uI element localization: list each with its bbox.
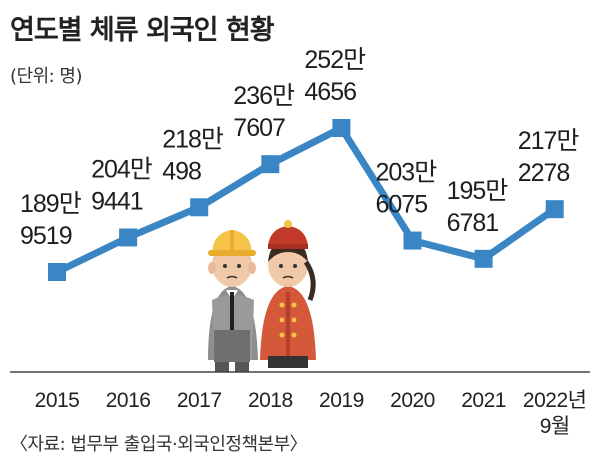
data-label: 6781 [447,209,499,237]
data-label: 4656 [304,78,356,106]
data-label: 217만 [518,127,580,155]
data-label: 9519 [20,222,72,250]
chart-title: 연도별 체류 외국인 현황 [10,15,275,46]
x-tick-label: 2015 [35,389,80,412]
data-label: 6075 [376,191,428,219]
data-label: 195만 [447,177,509,205]
data-point-marker [474,249,493,268]
data-label: 498 [162,157,201,185]
x-tick-label: 9월 [540,415,570,438]
data-label: 2278 [518,159,570,187]
data-label: 7607 [233,114,285,142]
data-point-marker [119,228,138,247]
data-label: 252만 [304,46,366,74]
data-label: 9441 [91,187,143,215]
data-label: 203만 [376,159,438,187]
x-tick-label: 2019 [319,389,364,412]
illustration [208,220,316,372]
data-point-marker [403,231,422,250]
x-tick-label: 2018 [248,389,293,412]
data-point-marker [261,155,280,174]
data-label: 218만 [162,125,224,153]
data-label: 204만 [91,155,153,183]
cook-figure-icon [260,220,316,368]
data-point-marker [190,198,209,217]
data-label: 236만 [233,82,295,110]
worker-figure-icon [208,230,258,372]
data-point-marker [332,119,351,137]
data-point-marker [545,200,564,219]
marker-layer [48,119,564,281]
tick-label-layer: 2015 2016 2017 2018 2019 2020 2021 2022년 9월 [35,389,587,438]
source-note: 〈자료: 법무부 출입국·외국인정책본부〉 [10,434,308,455]
x-tick-label: 2016 [106,389,151,412]
data-label-layer: 189만 9519 204만 9441 218만 498 236만 7607 252만 4656 2… [20,46,580,250]
series-line-layer [55,124,557,276]
unit-label: (단위: 명) [10,66,83,87]
data-point-marker [48,263,66,281]
x-tick-label: 2017 [177,389,222,412]
x-tick-label: 2022년 [523,389,587,412]
x-tick-label: 2021 [461,389,506,412]
data-label: 189만 [20,190,82,218]
series-line [55,124,557,276]
x-tick-label: 2020 [390,389,435,412]
